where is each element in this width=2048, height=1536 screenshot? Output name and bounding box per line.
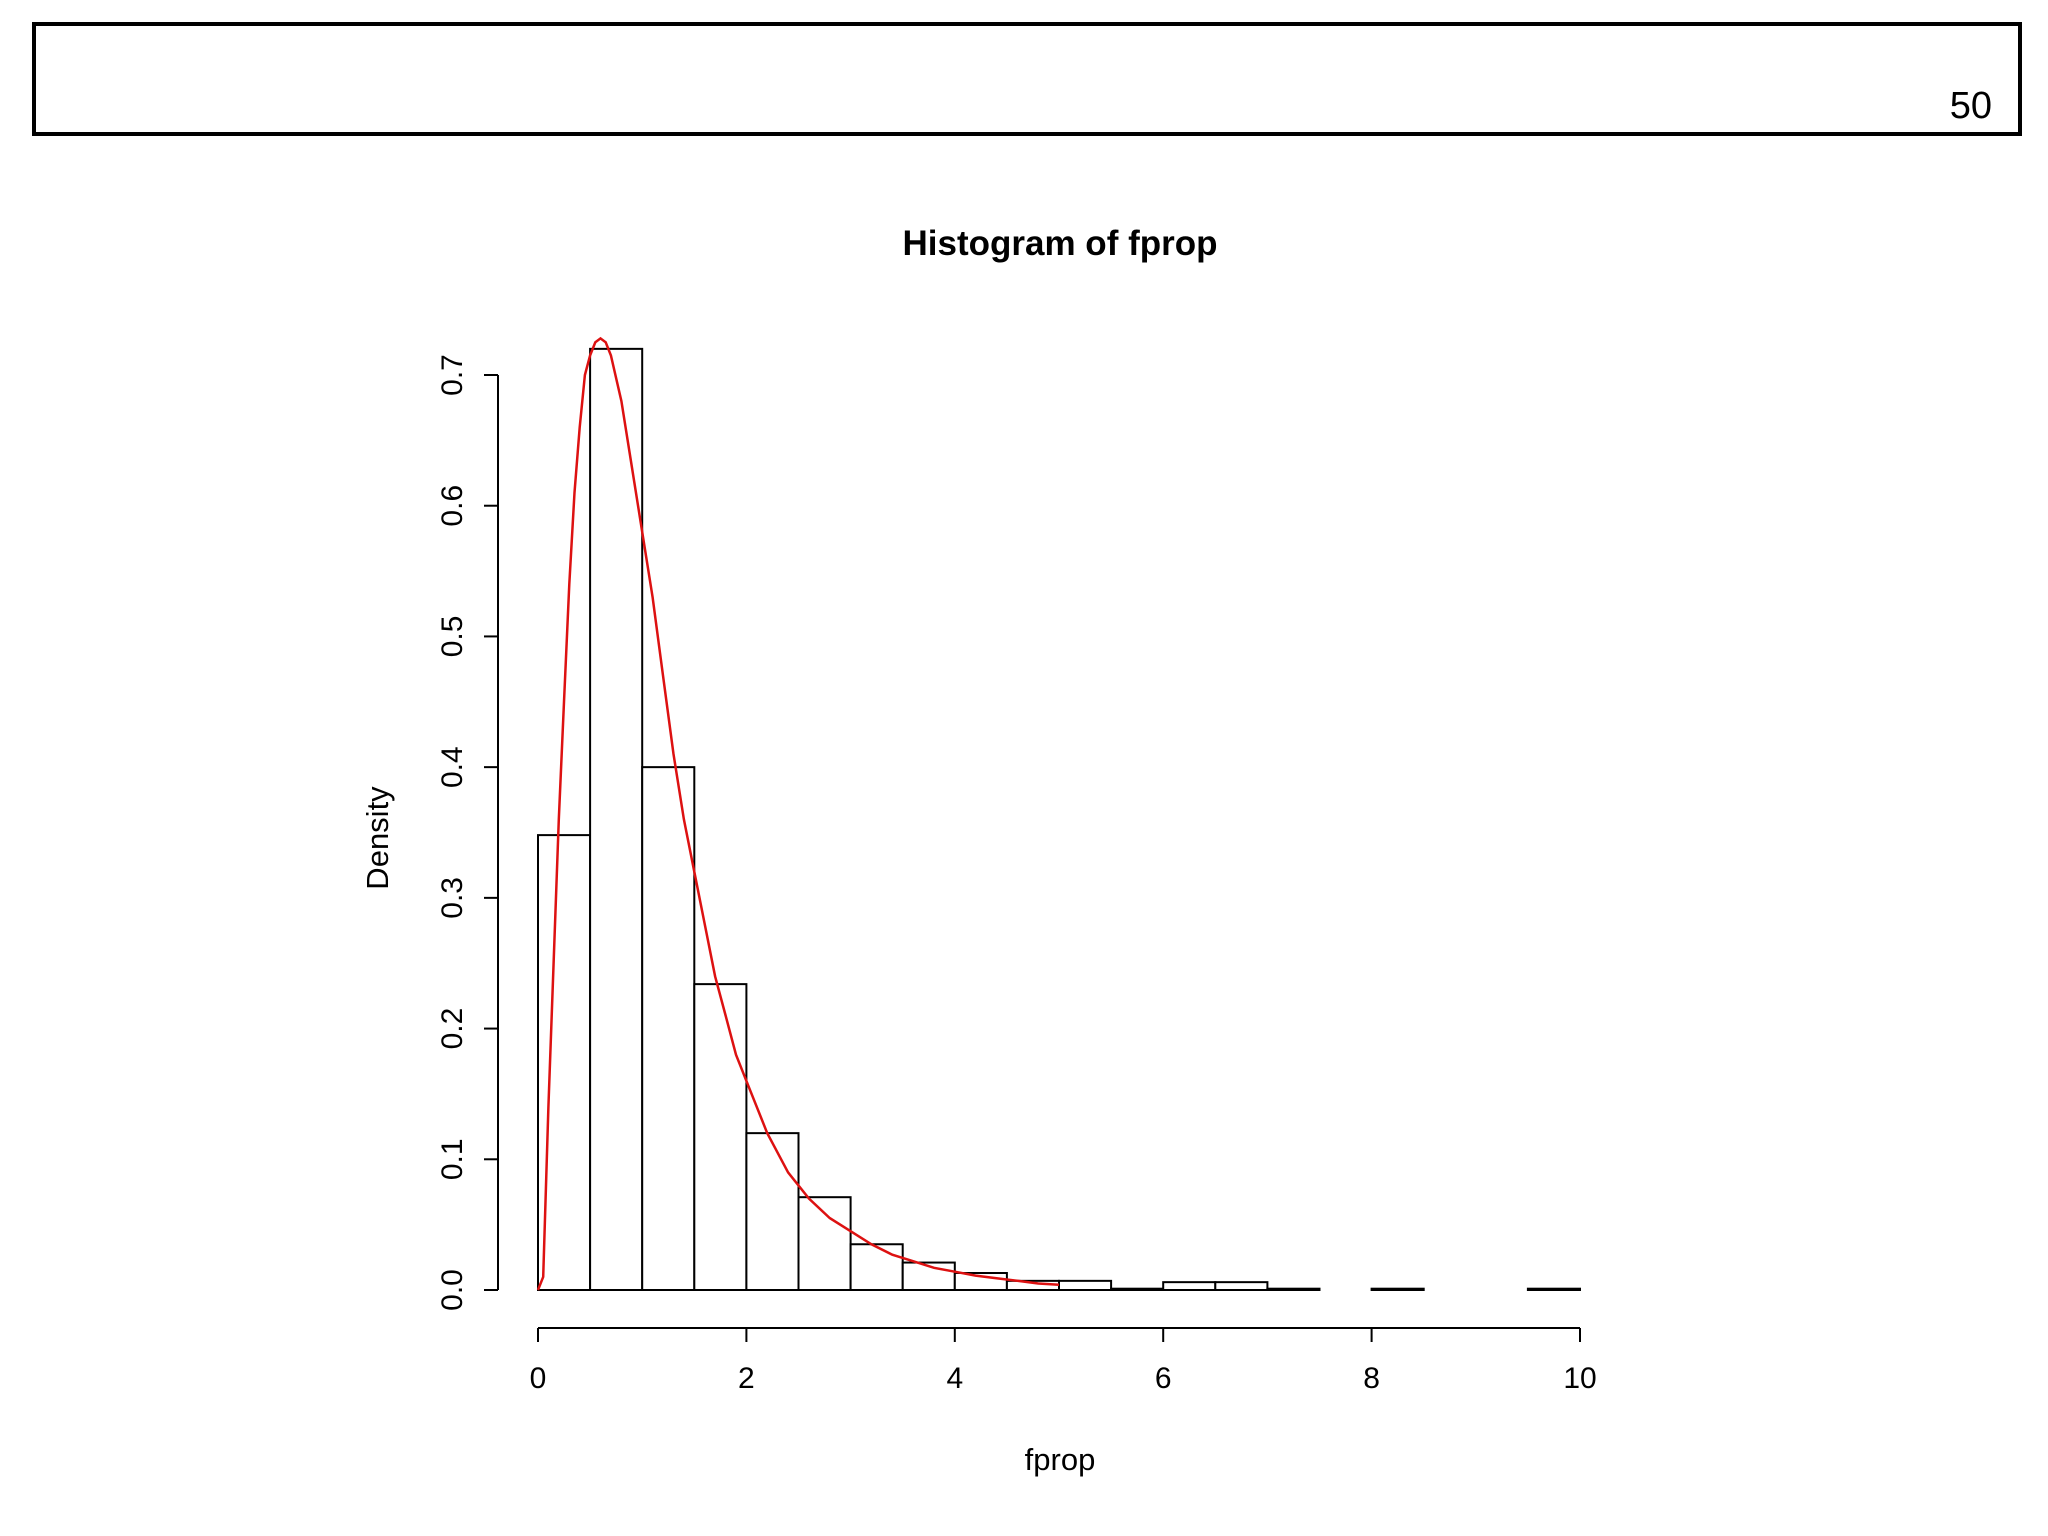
histogram-bar: [641, 766, 696, 1291]
x-tick-label: 6: [1155, 1362, 1172, 1395]
y-tick-label: 0.0: [436, 1269, 469, 1311]
histogram-bar: [589, 347, 644, 1292]
page-number: 50: [1949, 85, 1992, 127]
y-tick-label: 0.3: [436, 877, 469, 919]
histogram-bar: [1266, 1287, 1321, 1292]
histogram-bar: [849, 1243, 904, 1291]
y-tick-label: 0.7: [436, 354, 469, 396]
histogram-bar: [537, 834, 592, 1291]
y-axis: 0.0 0.1 0.2 0.3 0.4 0.5 0.6 0.7: [436, 354, 499, 1311]
y-tick-label: 0.6: [436, 485, 469, 527]
y-tick-label: 0.5: [436, 616, 469, 658]
histogram-bar: [1370, 1287, 1425, 1292]
histogram-bar: [901, 1261, 956, 1292]
y-tick-label: 0.2: [436, 1008, 469, 1050]
x-tick-label: 0: [530, 1362, 547, 1395]
x-tick-label: 8: [1363, 1362, 1380, 1395]
histogram-bar: [797, 1196, 852, 1292]
density-curve-group: [536, 336, 1060, 1291]
histogram-bar: [745, 1132, 800, 1291]
histogram-bar: [1162, 1281, 1217, 1291]
y-tick-label: 0.4: [436, 746, 469, 788]
y-axis-label: Density: [360, 786, 395, 890]
histogram-bar: [1110, 1287, 1165, 1292]
y-tick-label: 0.1: [436, 1138, 469, 1180]
histogram-bar: [1214, 1281, 1269, 1291]
chart-title: Histogram of fprop: [903, 224, 1218, 263]
histogram-bar: [693, 983, 748, 1292]
x-axis: 0 2 4 6 8 10: [530, 1327, 1597, 1395]
x-axis-label: fprop: [1025, 1442, 1096, 1477]
x-tick-label: 4: [946, 1362, 963, 1395]
density-curve: [536, 336, 1060, 1291]
slide-header-box: 50: [32, 22, 2022, 136]
histogram-bars: [537, 347, 1582, 1292]
histogram-bar: [1058, 1279, 1113, 1291]
x-tick-label: 10: [1563, 1362, 1596, 1395]
histogram-bar: [1526, 1287, 1582, 1292]
x-tick-label: 2: [738, 1362, 755, 1395]
